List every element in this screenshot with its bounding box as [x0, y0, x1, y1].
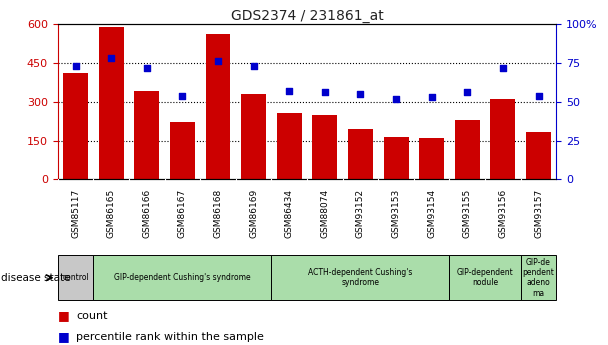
Bar	[313, 115, 337, 179]
Point	[249, 63, 258, 69]
Bar	[63, 73, 88, 179]
Text: ACTH-dependent Cushing's
syndrome: ACTH-dependent Cushing's syndrome	[308, 268, 413, 287]
Point	[142, 65, 151, 70]
Point	[285, 88, 294, 93]
Bar	[206, 34, 230, 179]
Bar	[420, 138, 444, 179]
Text: count: count	[76, 311, 108, 321]
Text: GSM86167: GSM86167	[178, 188, 187, 238]
Bar	[271, 255, 449, 300]
Text: GSM86166: GSM86166	[142, 188, 151, 238]
Bar	[98, 27, 123, 179]
Text: GSM93155: GSM93155	[463, 188, 472, 238]
Text: control: control	[62, 273, 89, 282]
Point	[320, 90, 330, 95]
Text: GSM86165: GSM86165	[106, 188, 116, 238]
Text: GSM88074: GSM88074	[320, 188, 330, 238]
Text: disease state: disease state	[1, 273, 71, 283]
Bar	[170, 122, 195, 179]
Text: GSM86169: GSM86169	[249, 188, 258, 238]
Bar	[526, 131, 551, 179]
Text: percentile rank within the sample: percentile rank within the sample	[76, 332, 264, 342]
Text: GSM93154: GSM93154	[427, 188, 436, 238]
Bar	[491, 99, 516, 179]
Text: GIP-dependent
nodule: GIP-dependent nodule	[457, 268, 514, 287]
Bar	[277, 114, 302, 179]
Text: GSM85117: GSM85117	[71, 188, 80, 238]
Point	[427, 94, 437, 100]
Bar	[384, 137, 409, 179]
Text: GSM93157: GSM93157	[534, 188, 543, 238]
Point	[534, 93, 544, 98]
Point	[178, 93, 187, 98]
Text: GSM93156: GSM93156	[499, 188, 508, 238]
Point	[106, 56, 116, 61]
Point	[391, 96, 401, 101]
Text: GSM93153: GSM93153	[392, 188, 401, 238]
Point	[213, 59, 223, 64]
Title: GDS2374 / 231861_at: GDS2374 / 231861_at	[230, 9, 384, 23]
Text: GIP-dependent Cushing's syndrome: GIP-dependent Cushing's syndrome	[114, 273, 250, 282]
Point	[463, 90, 472, 95]
Text: GSM86168: GSM86168	[213, 188, 223, 238]
Bar	[455, 120, 480, 179]
Text: GIP-de
pendent
adeno
ma: GIP-de pendent adeno ma	[523, 258, 554, 298]
Text: GSM93152: GSM93152	[356, 188, 365, 238]
Bar	[58, 255, 94, 300]
Point	[356, 91, 365, 97]
Text: ■: ■	[58, 331, 69, 343]
Bar	[449, 255, 520, 300]
Bar	[348, 129, 373, 179]
Bar	[134, 91, 159, 179]
Point	[498, 65, 508, 70]
Bar	[94, 255, 271, 300]
Text: ■: ■	[58, 309, 69, 322]
Bar	[520, 255, 556, 300]
Text: GSM86434: GSM86434	[285, 188, 294, 237]
Bar	[241, 94, 266, 179]
Point	[71, 63, 80, 69]
